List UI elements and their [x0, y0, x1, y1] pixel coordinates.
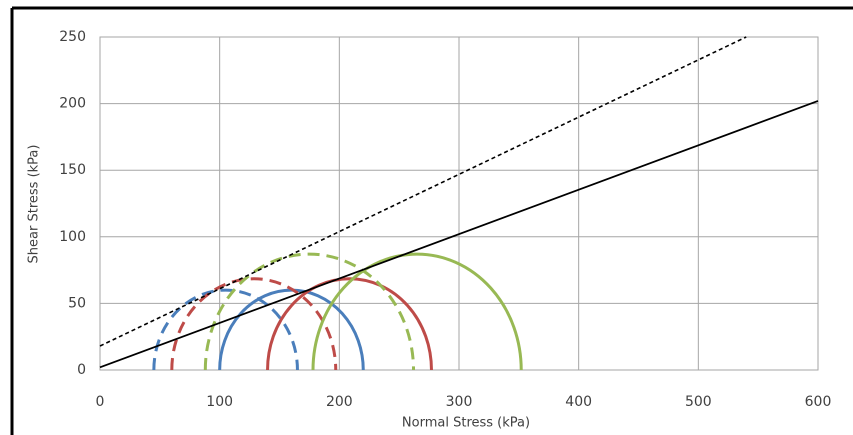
y-axis-title: Shear Stress (kPa): [27, 145, 42, 264]
x-axis-title: Normal Stress (kPa): [402, 416, 530, 431]
y-tick-label: 250: [59, 29, 86, 45]
x-tick-label: 100: [206, 394, 233, 410]
y-tick-label: 100: [59, 229, 86, 245]
failure-envelope: [99, 36, 747, 347]
mohr-circle: [266, 277, 433, 371]
y-tick-label: 150: [59, 162, 86, 178]
mohr-circle: [152, 288, 299, 371]
x-tick-label: 300: [446, 394, 473, 410]
mohr-circle: [311, 252, 523, 371]
failure-envelope: [99, 100, 819, 369]
y-tick-label: 0: [77, 362, 86, 378]
x-tick-label: 200: [326, 394, 353, 410]
x-tick-label: 400: [565, 394, 592, 410]
mohr-circle: [203, 252, 416, 371]
plot-border: [99, 36, 819, 371]
mohr-circle: [170, 277, 338, 371]
y-tick-label: 200: [59, 96, 86, 112]
x-tick-label: 0: [96, 394, 105, 410]
y-tick-label: 50: [68, 295, 86, 311]
x-tick-label: 500: [685, 394, 712, 410]
x-tick-label: 600: [805, 394, 832, 410]
